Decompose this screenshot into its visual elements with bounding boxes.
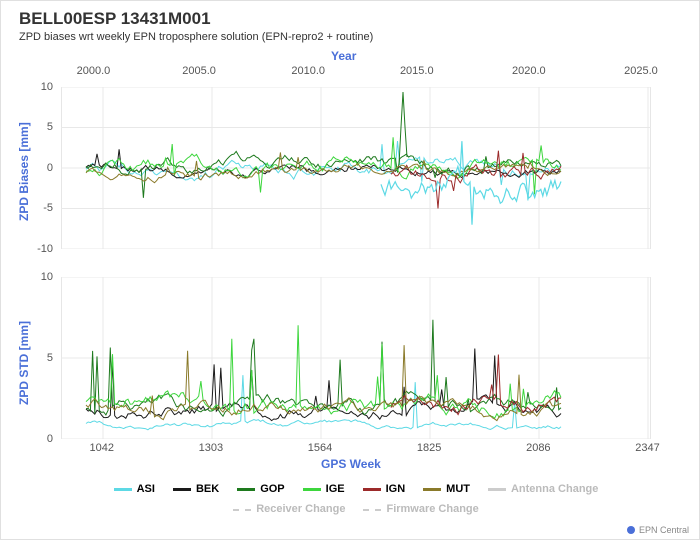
legend-label: ASI [137,481,155,498]
legend-item: Firmware Change [363,501,478,518]
legend-label: IGE [326,481,345,498]
top-tick: 2025.0 [623,65,659,77]
ytick: -5 [43,202,53,214]
legend-label: Firmware Change [386,501,478,518]
panel1-svg [61,87,651,249]
legend-label: Antenna Change [511,481,598,498]
top-tick: 2020.0 [511,65,547,77]
bottom-tick: 1042 [89,442,113,454]
top-tick: 2005.0 [181,65,217,77]
legend-swatch [363,509,381,511]
chart-subtitle: ZPD biases wrt weekly EPN troposphere so… [19,31,373,43]
bottom-tick: 2347 [635,442,659,454]
legend-swatch [423,488,441,491]
top-tick: 2010.0 [290,65,326,77]
ytick: 0 [47,433,53,445]
footer: EPN Central [627,525,689,535]
legend-swatch [363,488,381,491]
legend-label: MUT [446,481,470,498]
ytick: -10 [37,243,53,255]
legend-swatch [173,488,191,491]
ytick: 0 [47,162,53,174]
legend-item: Antenna Change [488,481,598,498]
legend-item: GOP [237,481,284,498]
legend-item: BEK [173,481,219,498]
legend-label: GOP [260,481,284,498]
legend-item: IGN [363,481,406,498]
legend-label: IGN [386,481,406,498]
legend-label: BEK [196,481,219,498]
legend-label: Receiver Change [256,501,345,518]
footer-text: EPN Central [639,525,689,535]
legend: ASI BEK GOP IGE IGN MUT Antenna Change Receiver… [61,481,651,518]
legend-swatch [488,488,506,491]
bottom-tick: 1303 [199,442,223,454]
legend-swatch [114,488,132,491]
panel-biases [61,87,651,249]
panel2-ylabel: ZPD STD [mm] [17,321,31,405]
top-axis-label: Year [331,49,356,63]
bottom-axis-label: GPS Week [321,457,381,471]
legend-swatch [237,488,255,491]
bottom-tick: 1564 [308,442,332,454]
top-tick: 2000.0 [75,65,111,77]
ytick: 10 [41,81,53,93]
panel1-ylabel: ZPD Biases [mm] [17,122,31,221]
panel2-svg [61,277,651,439]
legend-swatch [233,509,251,511]
bottom-tick: 2086 [526,442,550,454]
ytick: 5 [47,352,53,364]
legend-item: MUT [423,481,470,498]
ytick: 10 [41,271,53,283]
chart-container: BELL00ESP 13431M001 ZPD biases wrt weekl… [0,0,700,540]
panel-std [61,277,651,439]
chart-title: BELL00ESP 13431M001 [19,9,211,29]
bottom-tick: 1825 [417,442,441,454]
legend-swatch [303,488,321,491]
ytick: 5 [47,121,53,133]
legend-item: ASI [114,481,155,498]
footer-dot-icon [627,526,635,534]
legend-item: IGE [303,481,345,498]
legend-item: Receiver Change [233,501,345,518]
top-tick: 2015.0 [399,65,435,77]
